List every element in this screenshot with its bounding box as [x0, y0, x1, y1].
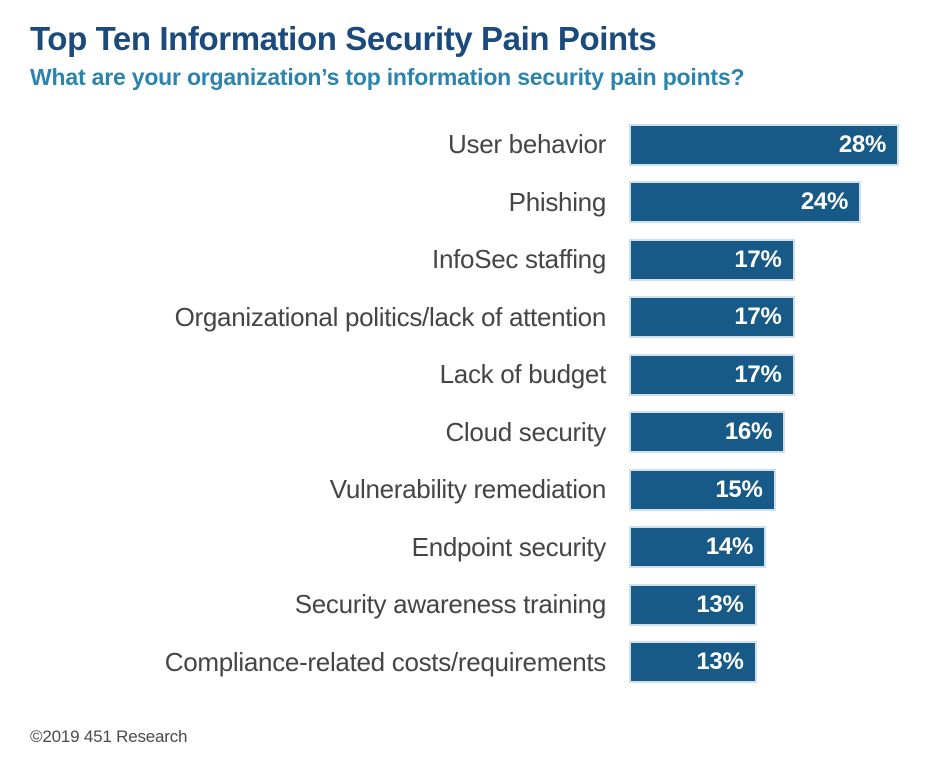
chart-row: Endpoint security 14%: [0, 518, 938, 576]
category-label: Vulnerability remediation: [329, 474, 607, 505]
bar: 17%: [631, 298, 793, 337]
chart-header: Top Ten Information Security Pain Points…: [0, 0, 938, 91]
bar-value-label: 24%: [800, 188, 848, 216]
bar-value-label: 16%: [724, 418, 772, 446]
bar: 24%: [631, 183, 859, 222]
bar: 13%: [631, 585, 755, 624]
bar-value-label: 13%: [696, 648, 744, 676]
bar: 28%: [631, 125, 897, 164]
chart-row: InfoSec staffing 17%: [0, 231, 938, 289]
category-label: Phishing: [508, 186, 607, 217]
bar-value-label: 28%: [838, 130, 886, 158]
page-subtitle: What are your organization’s top informa…: [30, 63, 745, 90]
chart-row: Security awareness training 13%: [0, 576, 938, 634]
category-label: Endpoint security: [411, 531, 607, 562]
chart-row: Phishing 24%: [0, 173, 938, 231]
chart-row: Organizational politics/lack of attentio…: [0, 288, 938, 346]
category-label: User behavior: [448, 129, 606, 160]
bar-value-label: 14%: [705, 533, 753, 561]
bar-value-label: 17%: [734, 303, 782, 331]
bar: 17%: [631, 355, 793, 394]
bar-value-label: 13%: [696, 590, 744, 618]
bar: 14%: [631, 528, 764, 567]
bar-value-label: 17%: [734, 245, 782, 273]
bar-chart: User behavior 28% Phishing 24% InfoSec s…: [0, 116, 938, 691]
chart-row: Compliance-related costs/requirements 13…: [0, 633, 938, 691]
bar: 13%: [631, 643, 755, 682]
category-label: Compliance-related costs/requirements: [164, 646, 607, 677]
category-label: Organizational politics/lack of attentio…: [174, 301, 607, 332]
bar-value-label: 15%: [715, 475, 763, 503]
source-attribution: ©2019 451 Research: [30, 727, 188, 746]
category-label: InfoSec staffing: [432, 244, 606, 275]
bar-value-label: 17%: [734, 360, 782, 388]
bar: 15%: [631, 470, 774, 509]
chart-row: Cloud security 16%: [0, 403, 938, 461]
chart-row: Lack of budget 17%: [0, 346, 938, 404]
category-label: Cloud security: [445, 416, 606, 447]
chart-row: Vulnerability remediation 15%: [0, 461, 938, 519]
bar: 16%: [631, 413, 783, 452]
category-label: Security awareness training: [294, 589, 607, 620]
bar: 17%: [631, 240, 793, 279]
chart-row: User behavior 28%: [0, 116, 938, 174]
page-title: Top Ten Information Security Pain Points: [30, 20, 657, 57]
category-label: Lack of budget: [439, 359, 607, 390]
